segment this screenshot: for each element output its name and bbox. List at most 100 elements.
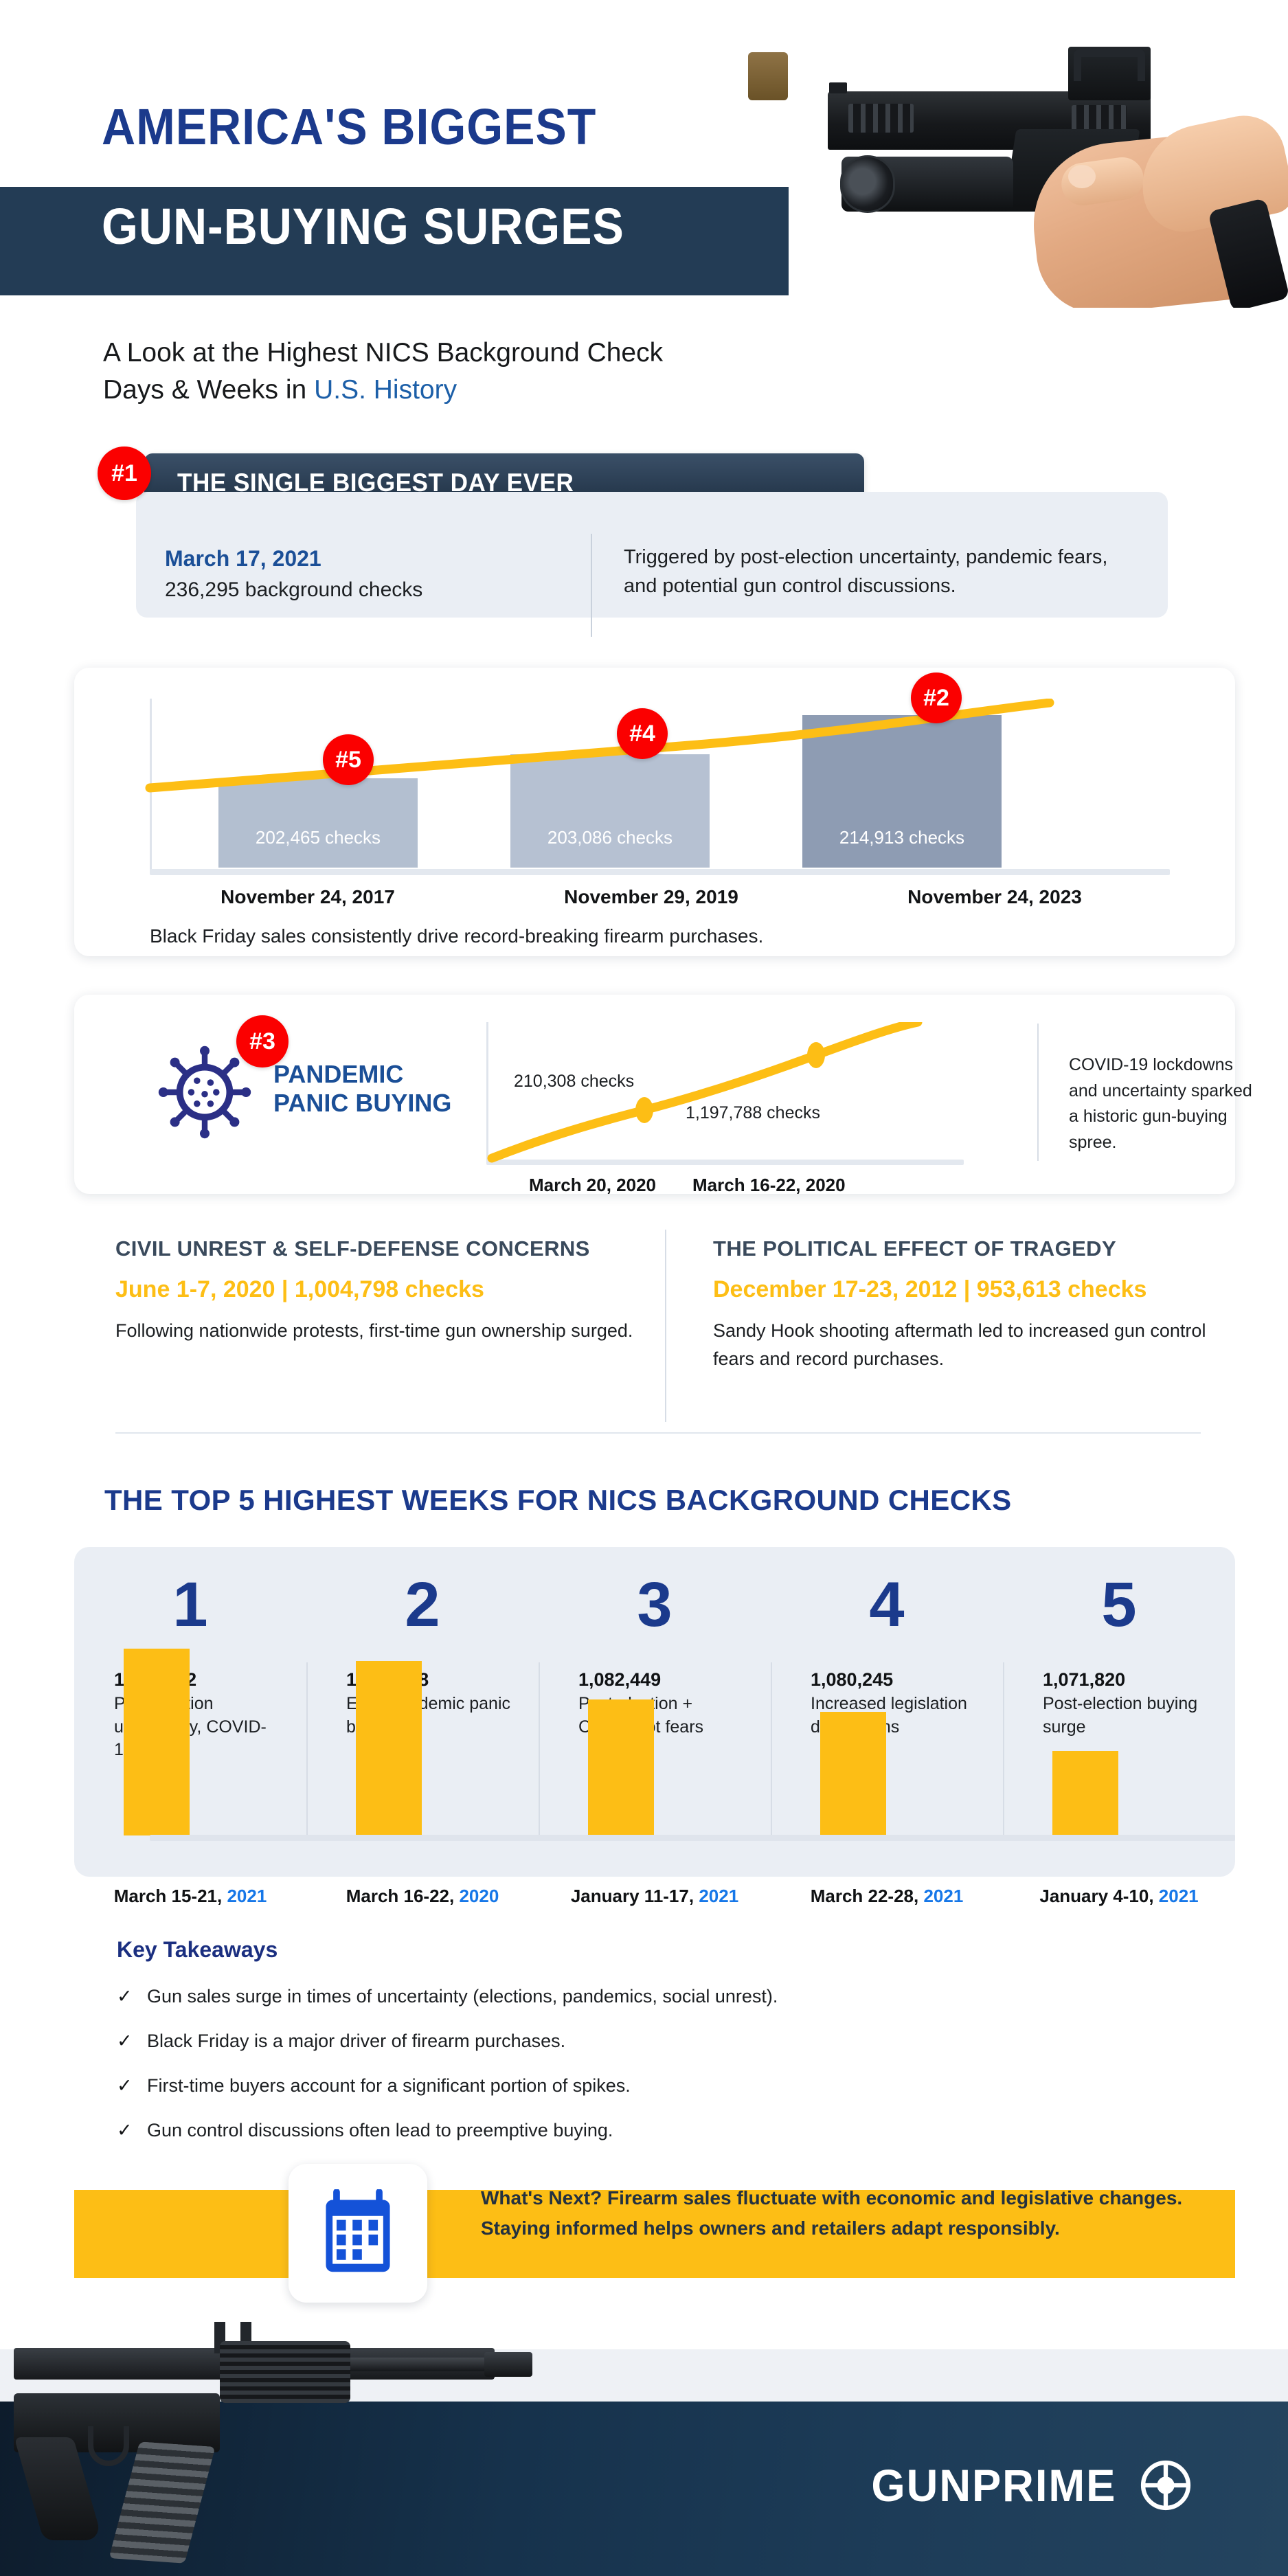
whats-next-icon-box: [289, 2164, 427, 2303]
pistol-in-hand-photo: [738, 19, 1288, 308]
top5-bar-2: [356, 1661, 422, 1835]
key-takeaway-item-4: ✓ Gun control discussions often lead to …: [117, 2120, 1147, 2141]
calendar-icon: [326, 2189, 390, 2272]
key-takeaway-item-2: ✓ Black Friday is a major driver of fire…: [117, 2031, 1147, 2052]
top5-column-3: 3 1,082,449 Post-election + Capitol riot…: [539, 1547, 771, 1877]
top5-rank-3: 3: [637, 1570, 673, 1640]
rank-badge-5: #5: [323, 734, 374, 785]
key-takeaways-title: Key Takeaways: [117, 1937, 278, 1962]
political-effect-stat: December 17-23, 2012 | 953,613 checks: [713, 1276, 1147, 1302]
page-subtitle: A Look at the Highest NICS Background Ch…: [103, 335, 893, 409]
rifle-photo: [14, 2322, 536, 2564]
key-takeaway-text-1: Gun sales surge in times of uncertainty …: [147, 1986, 778, 2007]
top5-date-3-year: 2021: [699, 1886, 739, 1906]
top5-date-1: March 15-21, 2021: [74, 1886, 306, 1907]
rank-badge-1: #1: [98, 447, 151, 500]
pandemic-panic-buying-card: #3 PANDEMIC PANIC BUYING 210,308 checks …: [74, 995, 1252, 1195]
political-effect-heading: THE POLITICAL EFFECT OF TRAGEDY: [713, 1236, 1117, 1261]
bar-category-label-2: November 24, 2023: [907, 886, 1082, 907]
whats-next-text: What's Next? Firearm sales fluctuate wit…: [481, 2187, 1183, 2239]
top5-date-2: March 16-22, 2020: [306, 1886, 539, 1907]
bar-black-friday-2: 214,913 checks: [802, 715, 1002, 868]
pandemic-point-2-label: 1,197,788 checks: [686, 1103, 820, 1122]
civil-unrest-column: CIVIL UNREST & SELF-DEFENSE CONCERNS Jun…: [115, 1236, 637, 1345]
brand-logo[interactable]: GUNPRIME: [866, 2459, 1192, 2511]
top5-bar-4: [820, 1712, 886, 1835]
subtitle-link-us-history[interactable]: U.S. History: [314, 374, 457, 405]
pandemic-trend-line: [487, 1022, 923, 1163]
hero-dark-band: [0, 187, 789, 295]
top5-chart-x-axis: [150, 1835, 1235, 1841]
black-friday-chart: 202,465 checks 203,086 checks 214,913 ch…: [136, 673, 1170, 875]
section1-checks: 236,295 background checks: [165, 578, 423, 601]
coronavirus-icon: [158, 1046, 251, 1139]
subtitle-line-1: A Look at the Highest NICS Background Ch…: [103, 338, 664, 368]
pandemic-point-1-label: 210,308 checks: [514, 1072, 635, 1091]
key-takeaway-item-1: ✓ Gun sales surge in times of uncertaint…: [117, 1986, 1147, 2007]
pandemic-title: PANDEMIC PANIC BUYING: [273, 1060, 451, 1118]
top5-date-5-month: January 4-10,: [1039, 1886, 1159, 1906]
key-takeaways-section: Key Takeaways ✓ Gun sales surge in times…: [117, 1937, 1147, 2141]
top5-card: 1 1,218,002 Post-election uncertainty, C…: [74, 1547, 1235, 1877]
brand-name: GUNPRIME: [871, 2460, 1117, 2511]
top5-date-3: January 11-17, 2021: [539, 1886, 771, 1907]
hero-section: AMERICA'S BIGGEST GUN-BUYING SURGES: [0, 0, 1288, 323]
top5-bar-5: [1052, 1751, 1118, 1835]
top5-date-3-month: January 11-17,: [570, 1886, 699, 1906]
political-effect-description: Sandy Hook shooting aftermath led to inc…: [713, 1320, 1206, 1369]
pandemic-point-1-date: March 20, 2020: [529, 1175, 657, 1195]
civil-unrest-stat: June 1-7, 2020 | 1,004,798 checks: [115, 1276, 484, 1302]
subtitle-line-2-prefix: Days & Weeks in: [103, 374, 315, 405]
top5-bar-1: [124, 1649, 190, 1835]
page-title-line-2: GUN-BUYING SURGES: [102, 198, 624, 255]
section1-description: Triggered by post-election uncertainty, …: [624, 546, 1108, 598]
two-column-section: CIVIL UNREST & SELF-DEFENSE CONCERNS Jun…: [74, 1230, 1235, 1436]
two-column-divider: [665, 1230, 666, 1422]
top5-title: THE TOP 5 HIGHEST WEEKS FOR NICS BACKGRO…: [104, 1484, 1012, 1516]
rank-badge-2: #2: [911, 673, 962, 723]
political-effect-column: THE POLITICAL EFFECT OF TRAGEDY December…: [713, 1236, 1235, 1372]
top5-column-5: 5 1,071,820 Post-election buying surge: [1003, 1547, 1235, 1877]
top5-date-1-year: 2021: [227, 1886, 267, 1906]
check-icon: ✓: [117, 1986, 133, 2007]
bar-category-label-1: November 29, 2019: [564, 886, 738, 907]
top5-date-4: March 22-28, 2021: [771, 1886, 1003, 1907]
whats-next-banner: [74, 2190, 1235, 2278]
rank-badge-3: #3: [236, 1015, 289, 1067]
bar-value-label-0: 202,465 checks: [255, 827, 381, 848]
key-takeaway-text-2: Black Friday is a major driver of firear…: [147, 2031, 566, 2051]
section1-left-column: March 17, 2021 236,295 background checks: [165, 546, 563, 602]
section1-divider: [591, 534, 592, 637]
section-rule: [115, 1432, 1201, 1434]
rank-badge-4: #4: [617, 708, 668, 759]
top5-reason-5: Post-election buying surge: [1043, 1694, 1198, 1737]
top5-date-4-year: 2021: [923, 1886, 964, 1906]
civil-unrest-description: Following nationwide protests, first-tim…: [115, 1320, 633, 1341]
key-takeaway-text-3: First-time buyers account for a signific…: [147, 2075, 631, 2096]
pandemic-title-line-1: PANDEMIC: [273, 1060, 404, 1088]
top5-rank-1: 1: [172, 1570, 208, 1640]
top5-value-3: 1,082,449: [578, 1669, 662, 1690]
top5-date-2-month: March 16-22,: [346, 1886, 460, 1906]
top5-value-5: 1,071,820: [1043, 1669, 1126, 1690]
top5-date-row: March 15-21, 2021 March 16-22, 2020 Janu…: [74, 1886, 1235, 1907]
page-title-line-1: AMERICA'S BIGGEST: [102, 98, 597, 155]
top5-date-4-month: March 22-28,: [810, 1886, 924, 1906]
black-friday-date-row: November 24, 2017 November 29, 2019 Nove…: [136, 886, 1166, 908]
bar-black-friday-0: 202,465 checks: [218, 778, 418, 868]
chart-x-axis: [150, 869, 1170, 875]
black-friday-note: Black Friday sales consistently drive re…: [150, 925, 764, 947]
check-icon: ✓: [117, 2120, 133, 2140]
top5-value-4: 1,080,245: [811, 1669, 894, 1690]
top5-rank-2: 2: [405, 1570, 440, 1640]
top5-column-2: 2 1,197,788 Early pandemic panic buying: [306, 1547, 539, 1877]
civil-unrest-heading: CIVIL UNREST & SELF-DEFENSE CONCERNS: [115, 1236, 590, 1261]
black-friday-card: 202,465 checks 203,086 checks 214,913 ch…: [74, 668, 1235, 956]
top5-rank-4: 4: [869, 1570, 905, 1640]
bar-category-label-0: November 24, 2017: [221, 886, 395, 907]
pandemic-point-2-date: March 16-22, 2020: [692, 1175, 846, 1195]
top5-date-5-year: 2021: [1158, 1886, 1199, 1906]
bar-value-label-2: 214,913 checks: [839, 827, 965, 848]
bar-black-friday-1: 203,086 checks: [510, 754, 710, 868]
